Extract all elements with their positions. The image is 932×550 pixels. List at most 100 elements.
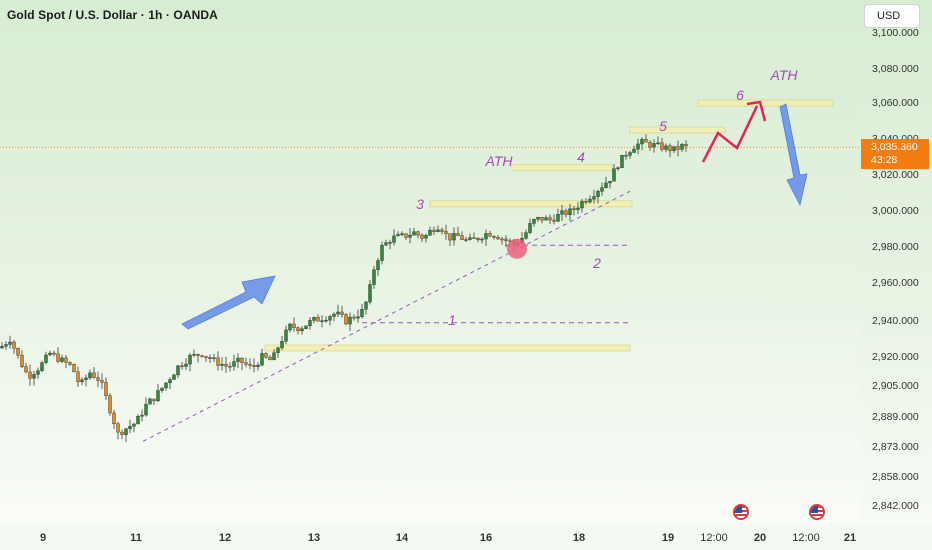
candle-body	[340, 311, 344, 315]
y-tick-label: 2,858.000	[872, 471, 919, 483]
candle-body	[260, 353, 264, 366]
candle-body	[544, 217, 548, 221]
candle-body	[592, 196, 596, 200]
candle-body	[536, 217, 540, 220]
candle-body	[36, 370, 40, 375]
candle-body	[344, 314, 348, 325]
candle-body	[252, 365, 256, 367]
candle-body	[4, 344, 8, 347]
candle-body	[408, 234, 412, 238]
candle-body	[576, 207, 580, 211]
candle-body	[468, 237, 472, 240]
us-flag-icon[interactable]	[809, 504, 825, 520]
candle-body	[492, 236, 496, 238]
annotation-label-3: 3	[416, 196, 424, 212]
candle-body	[292, 323, 296, 328]
candle-body	[556, 214, 560, 222]
level-zone	[429, 200, 633, 208]
x-tick-label: 18	[572, 532, 586, 544]
candle-body	[284, 329, 288, 342]
candle-body	[452, 233, 456, 241]
x-tick-label: 11	[130, 532, 142, 544]
candle-body	[20, 354, 24, 367]
candle-body	[464, 239, 468, 241]
candle-body	[440, 229, 444, 232]
x-tick-label: 14	[395, 532, 409, 544]
time-axis[interactable]	[0, 524, 932, 550]
candle-body	[384, 242, 388, 246]
level-zone	[511, 164, 613, 172]
candle-body	[272, 352, 276, 361]
candle-body	[112, 412, 116, 425]
candle-body	[532, 219, 536, 224]
x-tick-label: 12	[218, 532, 232, 544]
candle-body	[320, 320, 324, 322]
candle-body	[584, 201, 588, 203]
candle-body	[396, 234, 400, 237]
candle-body	[444, 231, 448, 234]
candle-body	[60, 357, 64, 362]
y-tick-label: 2,842.000	[872, 500, 919, 512]
candle-body	[504, 238, 508, 242]
candle-body	[416, 231, 420, 236]
currency-button[interactable]: USD	[864, 4, 920, 28]
candle-body	[484, 233, 488, 240]
symbol-title: Gold Spot / U.S. Dollar · 1h · OANDA	[7, 8, 218, 22]
level-zone	[697, 99, 834, 107]
x-tick-label: 12:00	[792, 532, 820, 544]
candle-body	[560, 210, 564, 215]
candle-body	[144, 403, 148, 416]
candle-body	[296, 327, 300, 332]
candle-body	[480, 238, 484, 241]
y-tick-label: 3,000.000	[872, 205, 919, 217]
y-tick-label: 2,889.000	[872, 411, 919, 423]
candle-body	[644, 139, 648, 143]
candle-body	[308, 320, 312, 327]
candle-body	[328, 316, 332, 321]
candle-body	[28, 371, 32, 379]
candle-body	[40, 362, 44, 371]
price-axis[interactable]	[860, 0, 932, 550]
candle-body	[172, 374, 176, 380]
candle-body	[160, 387, 164, 391]
candle-body	[624, 155, 628, 157]
current-price-tag: 3,035.360 43:28	[861, 139, 929, 169]
annotation-label-4: 4	[577, 149, 585, 165]
candle-body	[372, 269, 376, 285]
candle-body	[16, 348, 20, 356]
candle-body	[184, 363, 188, 367]
candle-body	[80, 379, 84, 383]
candle-body	[600, 187, 604, 192]
candle-body	[336, 311, 340, 315]
y-tick-label: 2,905.000	[872, 380, 919, 392]
candle-body	[108, 395, 112, 414]
candle-body	[388, 242, 392, 244]
candle-body	[280, 341, 284, 349]
candle-body	[212, 357, 216, 359]
candle-body	[612, 168, 616, 182]
candle-body	[356, 316, 360, 319]
annotation-label-1: 1	[448, 312, 456, 328]
candle-body	[648, 142, 652, 148]
y-tick-label: 3,060.000	[872, 97, 919, 109]
candle-body	[0, 346, 4, 349]
us-flag-icon[interactable]	[733, 504, 749, 520]
annotation-label-2: 2	[593, 255, 601, 271]
candle-body	[304, 325, 308, 329]
candle-body	[180, 365, 184, 367]
candle-body	[168, 379, 172, 384]
candle-body	[360, 309, 364, 317]
candle-body	[604, 182, 608, 188]
candle-body	[548, 217, 552, 221]
candle-body	[32, 374, 36, 379]
x-tick-label: 19	[661, 532, 675, 544]
candle-body	[552, 219, 556, 222]
candle-body	[364, 301, 368, 310]
candle-body	[496, 237, 500, 240]
candle-body	[668, 145, 672, 151]
candle-body	[432, 229, 436, 232]
candle-body	[264, 353, 268, 358]
candle-body	[392, 235, 396, 243]
candle-body	[84, 377, 88, 380]
